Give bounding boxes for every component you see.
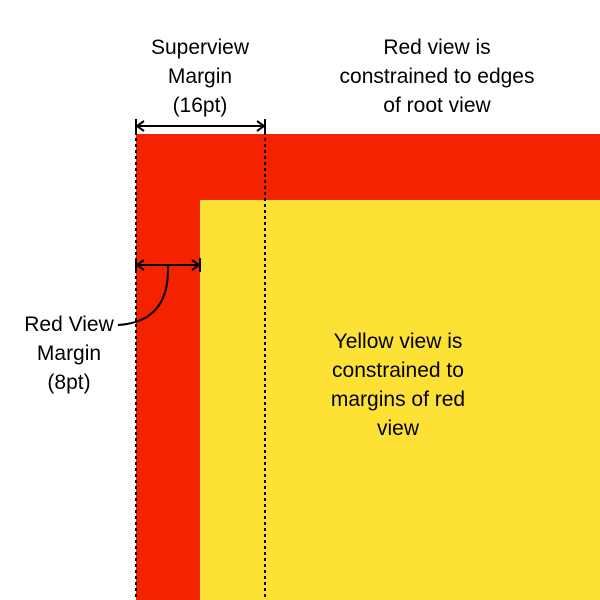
- superview-margin-line-3: (16pt): [172, 94, 228, 117]
- yellow-view-caption: Yellow view is constrained to margins of…: [298, 327, 498, 443]
- red-view-margin-label: Red View Margin (8pt): [4, 310, 134, 397]
- superview-margin-arrow: [135, 119, 266, 133]
- red-view-margin-line-1: Red View: [24, 313, 114, 336]
- yellow-view-caption-line-2: constrained to: [332, 359, 464, 382]
- yellow-view: [200, 200, 600, 600]
- superview-margin-line-2: Margin: [167, 65, 233, 88]
- red-view-caption-line-3: of root view: [383, 94, 491, 117]
- red-view-caption: Red view is constrained to edges of root…: [317, 33, 557, 120]
- yellow-view-caption-line-3: margins of red: [330, 388, 466, 411]
- red-view-caption-line-1: Red view is: [383, 36, 491, 59]
- red-view-margin-line-2: Margin: [36, 342, 102, 365]
- superview-margin-line-1: Superview: [150, 36, 250, 59]
- yellow-view-caption-line-1: Yellow view is: [333, 330, 463, 353]
- yellow-view-caption-line-4: view: [376, 417, 419, 440]
- red-view-caption-line-2: constrained to edges: [339, 65, 535, 88]
- superview-margin-label: Superview Margin (16pt): [120, 33, 280, 120]
- red-view-margin-line-3: (8pt): [47, 371, 91, 394]
